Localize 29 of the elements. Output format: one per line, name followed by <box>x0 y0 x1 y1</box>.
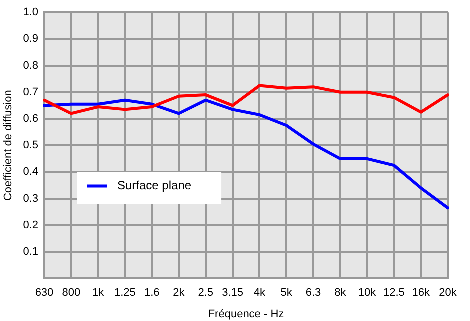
x-axis-title: Fréquence - Hz <box>208 308 284 320</box>
x-tick-label: 800 <box>62 287 81 300</box>
y-tick-label: 0.9 <box>23 33 38 46</box>
x-tick-label: 2.5 <box>198 287 214 300</box>
x-tick-label: 3.15 <box>222 287 244 300</box>
y-tick-label: 0.1 <box>23 246 38 258</box>
x-tick-label: 4k <box>254 287 266 300</box>
x-tick-label: 5k <box>280 287 293 300</box>
x-tick-label: 1k <box>92 287 105 300</box>
y-tick-label: 0.4 <box>23 166 38 178</box>
x-tick-label: 20k <box>439 287 458 300</box>
x-tick-label: 16k <box>412 287 430 300</box>
x-tick-label: 6.3 <box>306 287 322 300</box>
x-tick-label: 8k <box>334 287 347 300</box>
y-tick-label: 0.2 <box>23 219 38 232</box>
y-tick-label: 0.8 <box>23 60 38 72</box>
x-tick-label: 630 <box>35 287 54 300</box>
x-tick-label: 10k <box>358 287 377 300</box>
y-axis-title: Coefficient de diffusion <box>2 90 15 202</box>
x-tick-label: 12.5 <box>383 287 405 300</box>
x-tick-label: 2k <box>173 287 186 300</box>
y-tick-label: 1.0 <box>23 6 38 19</box>
y-tick-label: 0.3 <box>23 192 38 205</box>
y-tick-label: 0.5 <box>23 140 38 152</box>
x-tick-label: 1.6 <box>144 287 160 300</box>
x-tick-label: 1.25 <box>114 287 136 300</box>
y-tick-label: 0.7 <box>23 86 38 98</box>
legend-label: Surface plane <box>117 178 192 193</box>
y-tick-label: 0.6 <box>23 113 38 126</box>
